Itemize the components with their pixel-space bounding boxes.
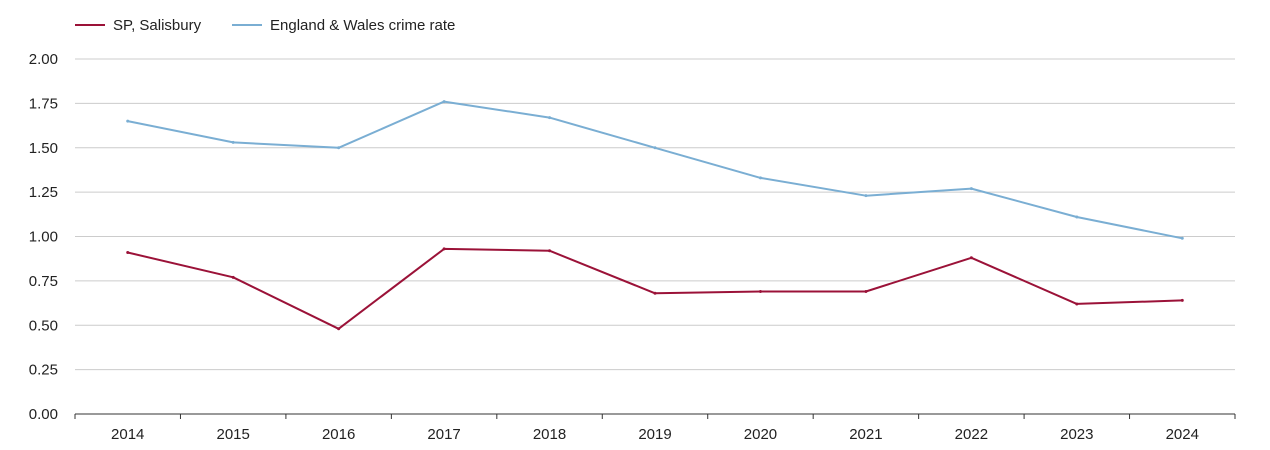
data-point-england-wales-crime-rate: [548, 116, 552, 120]
x-axis: 2014 2015 2016 2017 2018 2019 2020 2021 2022 2023…: [74, 413, 1236, 443]
gridlines: [75, 58, 1235, 371]
series-lines: [126, 100, 1184, 331]
data-point-sp-salisbury: [442, 247, 446, 251]
data-point-sp-salisbury: [231, 275, 235, 279]
y-tick-label: 1.50: [29, 140, 58, 157]
data-point-sp-salisbury: [548, 249, 552, 253]
data-point-england-wales-crime-rate: [1180, 236, 1184, 240]
x-tick-label: 2021: [849, 426, 882, 443]
y-tick-label: 0.25: [29, 362, 58, 379]
data-point-england-wales-crime-rate: [758, 176, 762, 180]
data-point-sp-salisbury: [126, 250, 130, 254]
data-point-england-wales-crime-rate: [653, 146, 657, 150]
x-tick-label: 2019: [638, 426, 671, 443]
data-point-england-wales-crime-rate: [442, 100, 446, 104]
y-tick-label: 0.75: [29, 273, 58, 290]
x-tick-label: 2015: [216, 426, 249, 443]
x-tick-label: 2017: [427, 426, 460, 443]
y-tick-label: 2.00: [29, 51, 58, 68]
legend-item[interactable]: SP, Salisbury: [75, 17, 202, 34]
series-line-england-wales-crime-rate: [126, 100, 1184, 240]
data-point-england-wales-crime-rate: [231, 140, 235, 144]
y-tick-label: 1.75: [29, 95, 58, 112]
data-point-sp-salisbury: [969, 256, 973, 260]
y-axis: 0.00 0.25 0.50 0.75 1.00 1.25 1.50 1.75 2.00: [29, 51, 58, 423]
x-tick-label: 2020: [744, 426, 777, 443]
legend-item[interactable]: England & Wales crime rate: [232, 17, 455, 34]
x-tick-label: 2024: [1166, 426, 1199, 443]
data-point-england-wales-crime-rate: [1075, 215, 1079, 219]
data-point-england-wales-crime-rate: [864, 194, 868, 198]
y-tick-label: 1.00: [29, 229, 58, 246]
data-point-england-wales-crime-rate: [337, 146, 341, 150]
data-point-sp-salisbury: [337, 327, 341, 331]
y-tick-label: 0.00: [29, 406, 58, 423]
data-point-sp-salisbury: [1075, 302, 1079, 306]
x-tick-label: 2022: [955, 426, 988, 443]
x-tick-label: 2016: [322, 426, 355, 443]
data-point-sp-salisbury: [864, 290, 868, 294]
data-point-sp-salisbury: [1180, 298, 1184, 302]
x-tick-label: 2023: [1060, 426, 1093, 443]
data-point-england-wales-crime-rate: [969, 187, 973, 191]
legend-label: England & Wales crime rate: [270, 17, 455, 34]
x-tick-label: 2014: [111, 426, 144, 443]
legend-label: SP, Salisbury: [113, 17, 202, 34]
y-tick-label: 0.50: [29, 317, 58, 334]
y-tick-label: 1.25: [29, 184, 58, 201]
data-point-sp-salisbury: [758, 290, 762, 294]
series-line-sp-salisbury: [126, 247, 1184, 330]
data-point-england-wales-crime-rate: [126, 119, 130, 123]
x-tick-label: 2018: [533, 426, 566, 443]
data-point-sp-salisbury: [653, 291, 657, 295]
legend: SP, Salisbury England & Wales crime rate: [75, 17, 455, 34]
